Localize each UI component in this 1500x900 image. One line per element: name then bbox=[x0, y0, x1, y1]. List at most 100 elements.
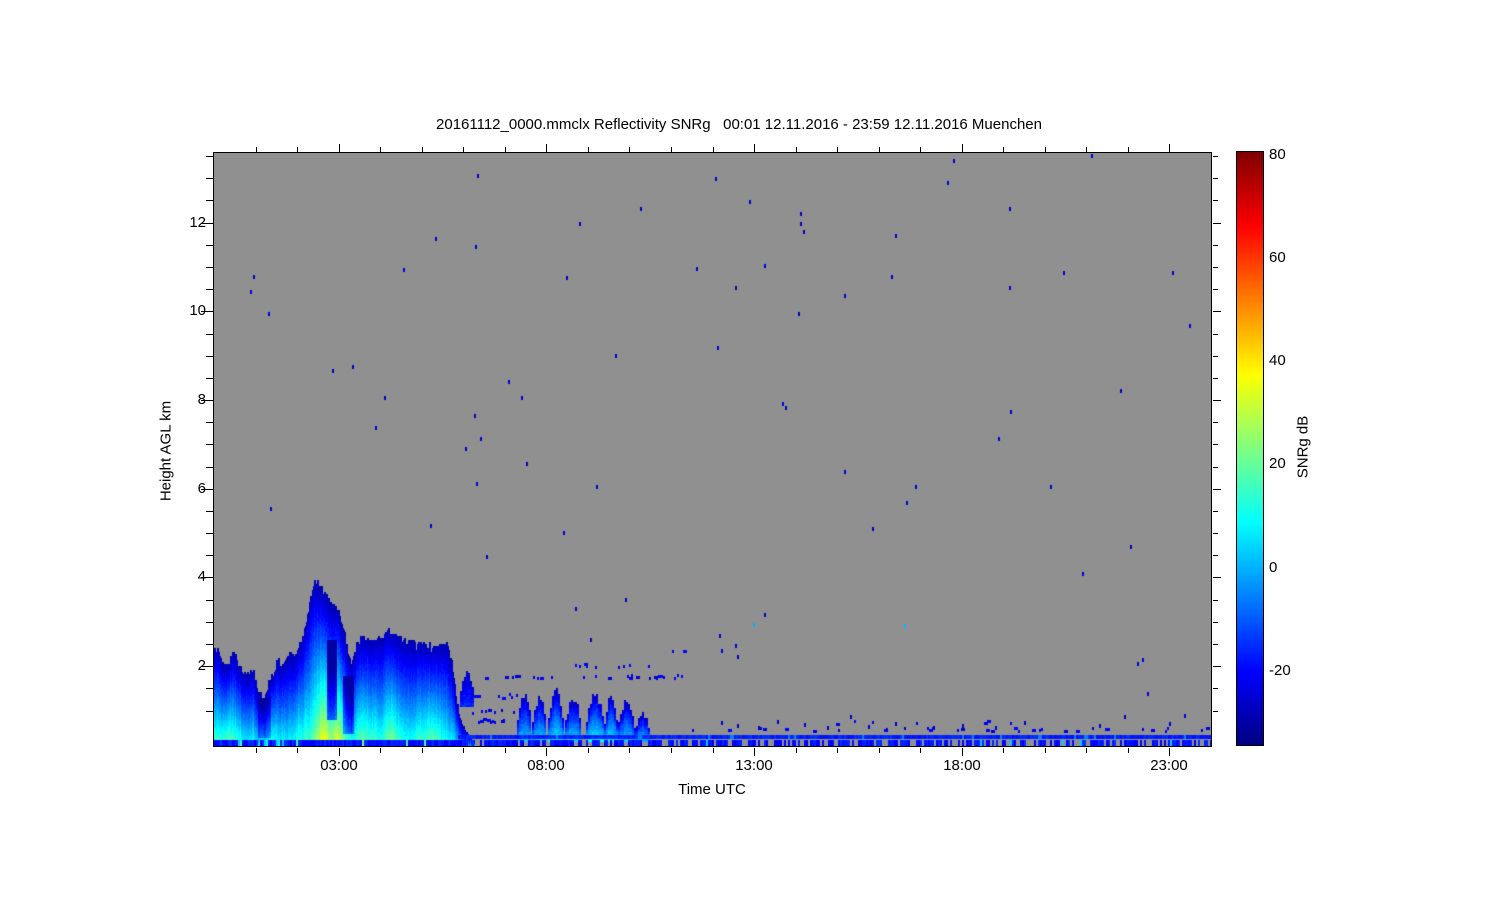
tick-mark bbox=[1213, 311, 1221, 312]
tick-mark bbox=[422, 147, 423, 152]
tick-mark bbox=[1213, 622, 1218, 623]
y-tick-label: 6 bbox=[197, 480, 206, 497]
tick-mark bbox=[1213, 644, 1218, 645]
tick-mark bbox=[297, 147, 298, 152]
tick-mark bbox=[206, 245, 213, 246]
tick-mark bbox=[206, 289, 213, 290]
tick-mark bbox=[1003, 748, 1004, 753]
tick-mark bbox=[206, 200, 213, 201]
tick-mark bbox=[206, 422, 213, 423]
tick-mark bbox=[962, 748, 963, 756]
y-tick-label: 12 bbox=[189, 214, 206, 231]
tick-mark bbox=[588, 147, 589, 152]
tick-mark bbox=[206, 644, 213, 645]
colorbar-tick-label: 60 bbox=[1269, 249, 1286, 266]
x-tick-label: 13:00 bbox=[735, 757, 773, 774]
x-tick-label: 03:00 bbox=[320, 757, 358, 774]
tick-mark bbox=[206, 178, 213, 179]
tick-mark bbox=[1213, 711, 1218, 712]
tick-mark bbox=[1086, 748, 1087, 753]
tick-mark bbox=[629, 748, 630, 753]
tick-mark bbox=[1213, 245, 1218, 246]
x-tick-label: 18:00 bbox=[943, 757, 981, 774]
tick-mark bbox=[206, 711, 213, 712]
colorbar-tick-label: 20 bbox=[1269, 455, 1286, 472]
tick-mark bbox=[463, 748, 464, 753]
tick-mark bbox=[505, 147, 506, 152]
y-tick-label: 10 bbox=[189, 302, 206, 319]
tick-mark bbox=[1213, 688, 1218, 689]
tick-mark bbox=[206, 511, 213, 512]
tick-mark bbox=[671, 147, 672, 152]
colorbar-tick-label: 80 bbox=[1269, 146, 1286, 163]
tick-mark bbox=[201, 577, 213, 578]
tick-mark bbox=[206, 600, 213, 601]
tick-mark bbox=[206, 467, 213, 468]
colorbar-tick-label: -20 bbox=[1269, 662, 1291, 679]
tick-mark bbox=[546, 748, 547, 756]
tick-mark bbox=[201, 400, 213, 401]
tick-mark bbox=[1003, 147, 1004, 152]
colorbar-title: SNRg dB bbox=[1294, 415, 1312, 479]
tick-mark bbox=[1213, 334, 1218, 335]
tick-mark bbox=[380, 147, 381, 152]
tick-mark bbox=[201, 223, 213, 224]
tick-mark bbox=[920, 147, 921, 152]
tick-mark bbox=[1128, 147, 1129, 152]
tick-mark bbox=[754, 144, 755, 152]
tick-mark bbox=[1213, 356, 1218, 357]
tick-mark bbox=[201, 489, 213, 490]
tick-mark bbox=[1213, 200, 1218, 201]
tick-mark bbox=[1128, 748, 1129, 753]
tick-mark bbox=[380, 748, 381, 753]
tick-mark bbox=[206, 622, 213, 623]
tick-mark bbox=[1213, 666, 1221, 667]
tick-mark bbox=[1169, 748, 1170, 756]
tick-mark bbox=[505, 748, 506, 753]
tick-mark bbox=[1213, 600, 1218, 601]
tick-mark bbox=[297, 748, 298, 753]
tick-mark bbox=[1213, 577, 1221, 578]
tick-mark bbox=[796, 748, 797, 753]
tick-mark bbox=[1213, 555, 1218, 556]
tick-mark bbox=[962, 144, 963, 152]
colorbar-tick-label: 0 bbox=[1269, 559, 1278, 576]
tick-mark bbox=[1213, 422, 1218, 423]
tick-mark bbox=[879, 748, 880, 753]
colorbar bbox=[1236, 151, 1264, 746]
tick-mark bbox=[837, 748, 838, 753]
tick-mark bbox=[201, 666, 213, 667]
tick-mark bbox=[206, 356, 213, 357]
tick-mark bbox=[1213, 289, 1218, 290]
y-tick-label: 2 bbox=[197, 657, 206, 674]
tick-mark bbox=[1213, 444, 1218, 445]
tick-mark bbox=[206, 334, 213, 335]
tick-mark bbox=[546, 144, 547, 152]
tick-mark bbox=[1045, 147, 1046, 152]
tick-mark bbox=[671, 748, 672, 753]
plot-frame bbox=[213, 152, 1212, 747]
tick-mark bbox=[754, 748, 755, 756]
y-tick-label: 4 bbox=[197, 568, 206, 585]
x-tick-label: 08:00 bbox=[527, 757, 565, 774]
tick-mark bbox=[206, 555, 213, 556]
tick-mark bbox=[206, 533, 213, 534]
tick-mark bbox=[463, 147, 464, 152]
tick-mark bbox=[713, 147, 714, 152]
tick-mark bbox=[1213, 533, 1218, 534]
tick-mark bbox=[1045, 748, 1046, 753]
colorbar-tick-label: 40 bbox=[1269, 352, 1286, 369]
tick-mark bbox=[1213, 467, 1218, 468]
tick-mark bbox=[206, 267, 213, 268]
tick-mark bbox=[1213, 511, 1218, 512]
tick-mark bbox=[422, 748, 423, 753]
tick-mark bbox=[1213, 267, 1218, 268]
tick-mark bbox=[206, 688, 213, 689]
tick-mark bbox=[1213, 223, 1221, 224]
tick-mark bbox=[201, 311, 213, 312]
tick-mark bbox=[1213, 489, 1221, 490]
tick-mark bbox=[1169, 144, 1170, 152]
tick-mark bbox=[879, 147, 880, 152]
colorbar-gradient-canvas bbox=[1237, 152, 1263, 745]
